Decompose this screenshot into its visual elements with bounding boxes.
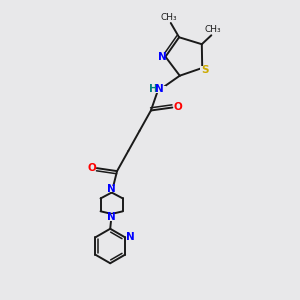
Text: N: N	[107, 184, 116, 194]
Bar	[200, 67, 210, 73]
Bar	[148, 85, 166, 93]
Bar	[174, 103, 181, 110]
Text: CH₃: CH₃	[205, 25, 221, 34]
Text: N: N	[126, 232, 135, 242]
Bar	[88, 164, 95, 171]
Text: H: H	[148, 84, 158, 94]
Text: S: S	[201, 65, 208, 75]
Text: N: N	[158, 52, 166, 62]
Text: N: N	[155, 84, 164, 94]
Text: O: O	[87, 163, 96, 172]
Text: CH₃: CH₃	[161, 13, 178, 22]
Text: N: N	[107, 212, 116, 223]
Bar	[108, 186, 115, 192]
Bar	[127, 233, 134, 240]
Text: O: O	[173, 102, 182, 112]
Bar	[158, 53, 166, 60]
Bar	[108, 214, 115, 221]
